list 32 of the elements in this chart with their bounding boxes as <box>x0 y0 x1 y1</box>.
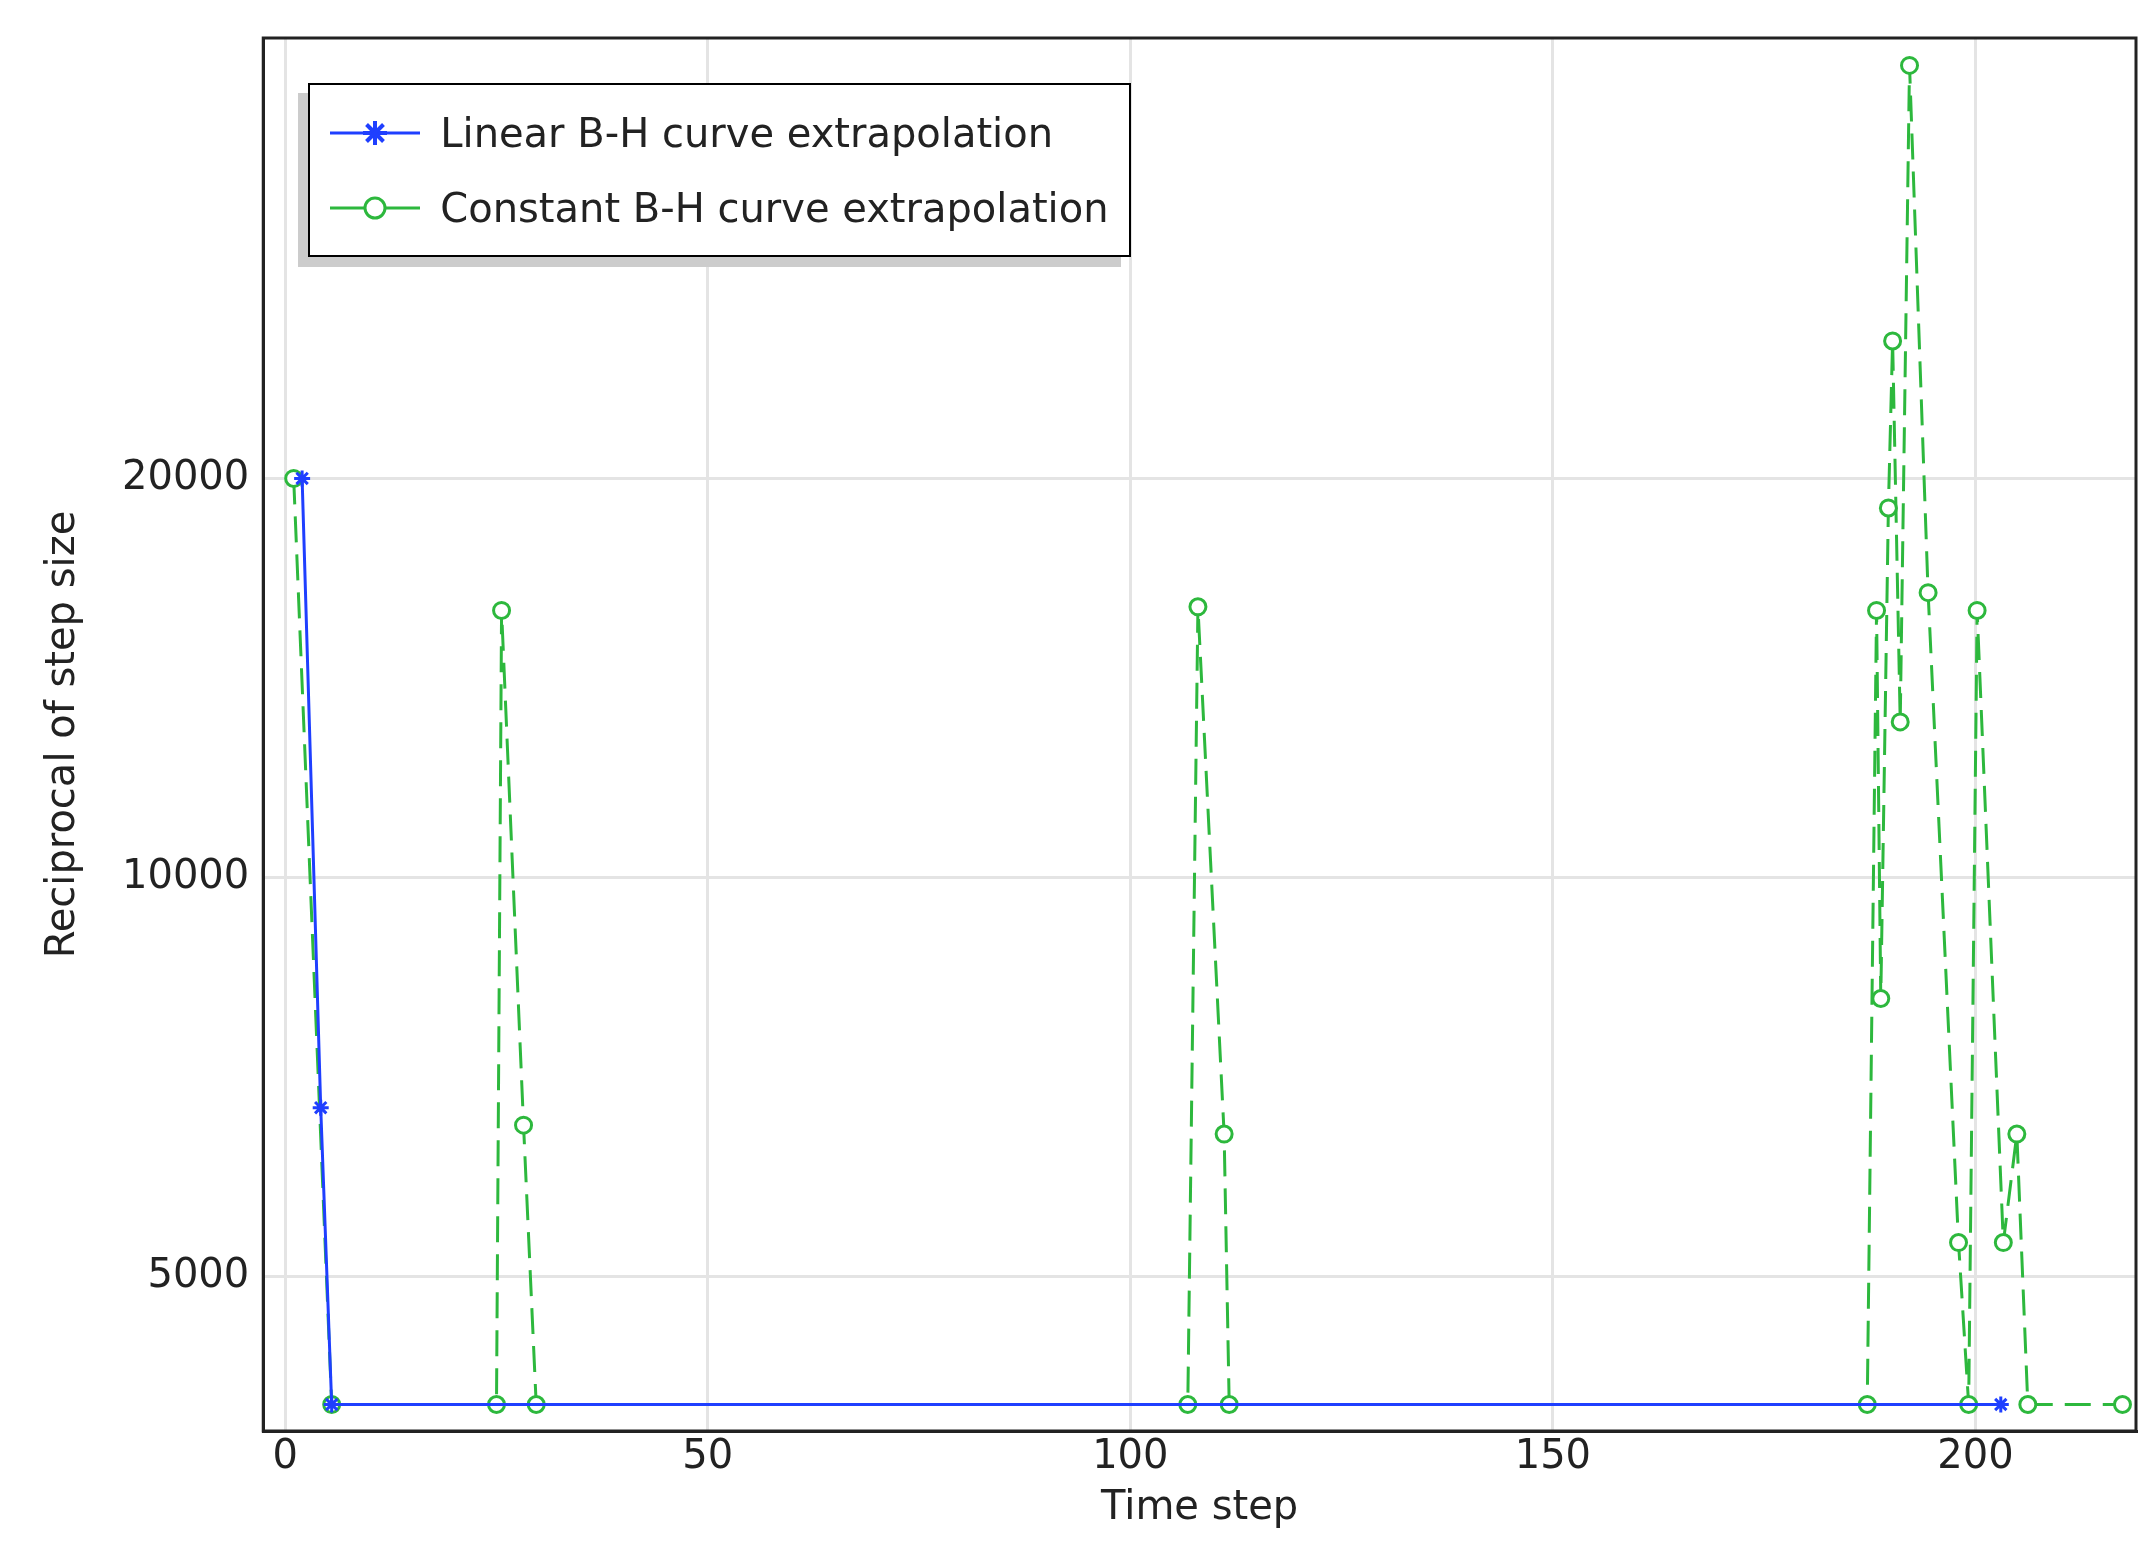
point <box>292 468 312 488</box>
point <box>1900 55 1920 75</box>
x-tick-label: 50 <box>682 1431 734 1478</box>
point <box>1991 1395 2011 1415</box>
point <box>1188 597 1208 617</box>
y-tick-label: 10000 <box>122 850 250 897</box>
legend-label: Constant B-H curve extrapolation <box>440 184 1109 231</box>
point <box>2112 1395 2132 1415</box>
y-tick-label: 5000 <box>147 1249 250 1296</box>
point <box>311 1098 331 1118</box>
point <box>1883 331 1903 351</box>
point <box>1967 600 1987 620</box>
x-tick-label: 0 <box>272 1431 298 1478</box>
point <box>492 600 512 620</box>
point <box>1214 1124 1234 1144</box>
y-tick-label: 20000 <box>122 451 250 498</box>
point <box>1949 1233 1969 1253</box>
point <box>1867 600 1887 620</box>
point <box>1871 989 1891 1009</box>
y-axis-title: Reciprocal of step size <box>37 510 84 959</box>
legend-label: Linear B-H curve extrapolation <box>440 109 1054 156</box>
x-tick-label: 100 <box>1092 1431 1169 1478</box>
point <box>514 1115 534 1135</box>
x-tick-label: 150 <box>1514 1431 1592 1478</box>
point <box>1890 712 1910 732</box>
point <box>1878 498 1898 518</box>
x-axis-title: Time step <box>1100 1482 1299 1529</box>
point <box>1993 1233 2013 1253</box>
point <box>1918 583 1938 603</box>
point <box>2007 1124 2027 1144</box>
point <box>2018 1395 2038 1415</box>
x-tick-label: 200 <box>1937 1431 2014 1478</box>
